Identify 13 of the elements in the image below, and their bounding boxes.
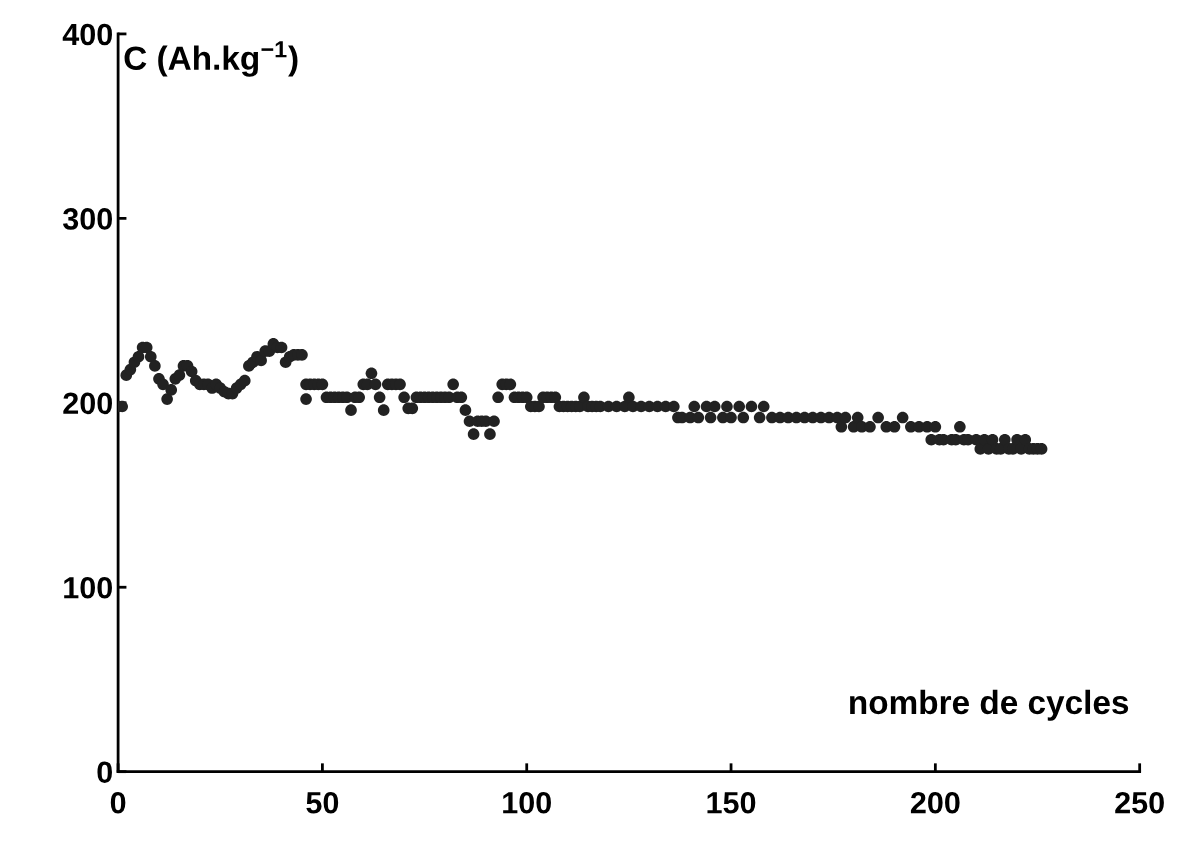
y-tick-label: 300 xyxy=(62,208,112,230)
y-tick-label: 0 xyxy=(97,761,112,784)
x-tick-label: 200 xyxy=(910,791,960,814)
x-tick-label: 100 xyxy=(503,791,551,814)
y-tick-label: 200 xyxy=(63,392,112,415)
x-tick-label: 150 xyxy=(707,791,756,814)
x-tick-label: 250 xyxy=(1115,791,1164,814)
y-axis-title: C (Ah.kg$^{−1}$) xyxy=(124,41,298,77)
x-tick-label: 0 xyxy=(110,791,126,814)
y-tick-label: 100 xyxy=(64,576,112,599)
x-tick-label: 50 xyxy=(306,791,339,814)
x-axis-title: nombre de cycles xyxy=(850,689,1129,721)
y-tick-label: 400 xyxy=(62,23,112,46)
